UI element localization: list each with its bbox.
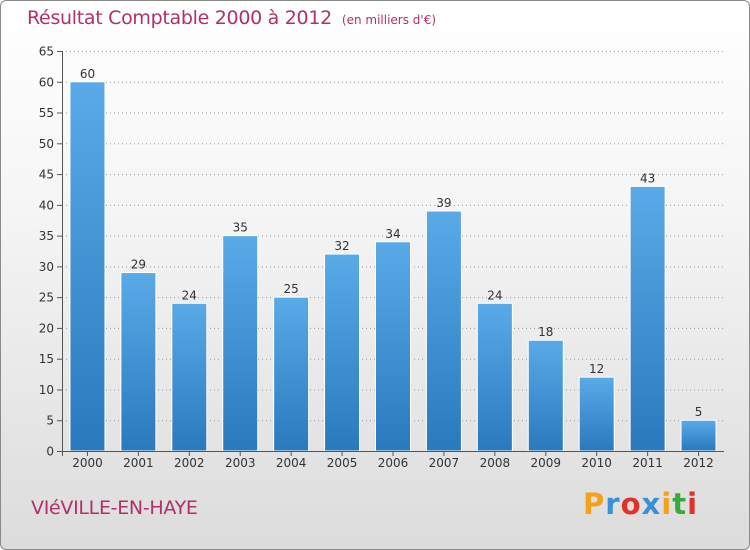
x-tick-label-2005: 2005	[327, 456, 358, 470]
title-line: Résultat Comptable 2000 à 2012 (en millie…	[27, 7, 436, 29]
y-tick-label: 0	[46, 445, 54, 459]
bar-2003	[222, 235, 259, 452]
bar-2011	[629, 185, 666, 452]
value-label-2007: 39	[436, 196, 451, 210]
y-tick-label: 5	[46, 414, 54, 428]
logo-letter: x	[641, 487, 662, 521]
y-tick-label: 40	[39, 198, 54, 212]
bar-2006	[375, 241, 411, 452]
value-label-2002: 24	[182, 288, 197, 302]
value-label-2004: 25	[284, 282, 299, 296]
value-label-2011: 43	[640, 171, 655, 185]
bar-2004	[273, 296, 310, 452]
logo-letter: o	[620, 487, 642, 521]
y-tick-label: 15	[39, 352, 54, 366]
x-tick-label-2011: 2011	[632, 456, 663, 470]
x-tick-label-2001: 2001	[123, 456, 154, 470]
x-tick-label-2000: 2000	[72, 456, 103, 470]
proxiti-logo: Proxiti	[583, 487, 698, 521]
y-tick-label: 30	[39, 260, 54, 274]
value-label-2006: 34	[385, 227, 400, 241]
logo-letter: t	[672, 487, 688, 521]
y-tick-label: 50	[39, 137, 54, 151]
axes	[57, 51, 724, 456]
bar-2010	[578, 376, 615, 452]
commune-name: VIéVILLE-EN-HAYE	[31, 497, 198, 519]
x-tick-label-2010: 2010	[581, 456, 612, 470]
x-tick-label-2007: 2007	[429, 456, 460, 470]
bar-2002	[171, 302, 208, 452]
y-tick-label: 45	[39, 168, 54, 182]
bar-2008	[476, 302, 513, 452]
x-tick-label-2004: 2004	[276, 456, 307, 470]
bar-2001	[120, 272, 157, 452]
bar-2012	[680, 419, 717, 452]
logo-letter: P	[583, 487, 606, 521]
bar-2005	[324, 253, 361, 452]
logo-letter: i	[661, 487, 673, 521]
y-tick-label: 60	[39, 75, 54, 89]
value-label-2009: 18	[538, 325, 553, 339]
x-tick-label-2003: 2003	[225, 456, 256, 470]
y-tick-label: 25	[39, 291, 54, 305]
y-tick-label: 10	[39, 383, 54, 397]
value-label-2001: 29	[131, 258, 146, 272]
value-label-2010: 12	[589, 362, 604, 376]
value-label-2012: 5	[695, 405, 703, 419]
y-tick-label: 35	[39, 229, 54, 243]
chart-title: Résultat Comptable 2000 à 2012	[27, 7, 332, 29]
x-tick-label-2002: 2002	[174, 456, 205, 470]
bars	[69, 81, 717, 452]
value-label-2000: 60	[80, 67, 95, 81]
x-tick-label-2006: 2006	[378, 456, 409, 470]
value-label-2003: 35	[233, 221, 248, 235]
x-tick-label-2009: 2009	[530, 456, 561, 470]
logo-letter: i	[687, 487, 699, 521]
x-tick-label-2012: 2012	[683, 456, 714, 470]
logo-letter: r	[605, 487, 621, 521]
value-label-2008: 24	[487, 288, 502, 302]
bar-2007	[425, 210, 462, 452]
bar-2009	[527, 339, 564, 452]
bar-2000	[69, 81, 106, 452]
y-tick-label: 55	[39, 106, 54, 120]
y-tick-label: 65	[39, 45, 54, 59]
y-tick-label: 20	[39, 321, 54, 335]
x-tick-label-2008: 2008	[480, 456, 511, 470]
value-label-2005: 32	[334, 239, 349, 253]
labels: 0 5 10 15 20 25 30 35 40 45 50 55 60 65 60 2000 29 2001 24…	[39, 45, 714, 471]
unit-note: (en milliers d'€)	[341, 13, 437, 27]
